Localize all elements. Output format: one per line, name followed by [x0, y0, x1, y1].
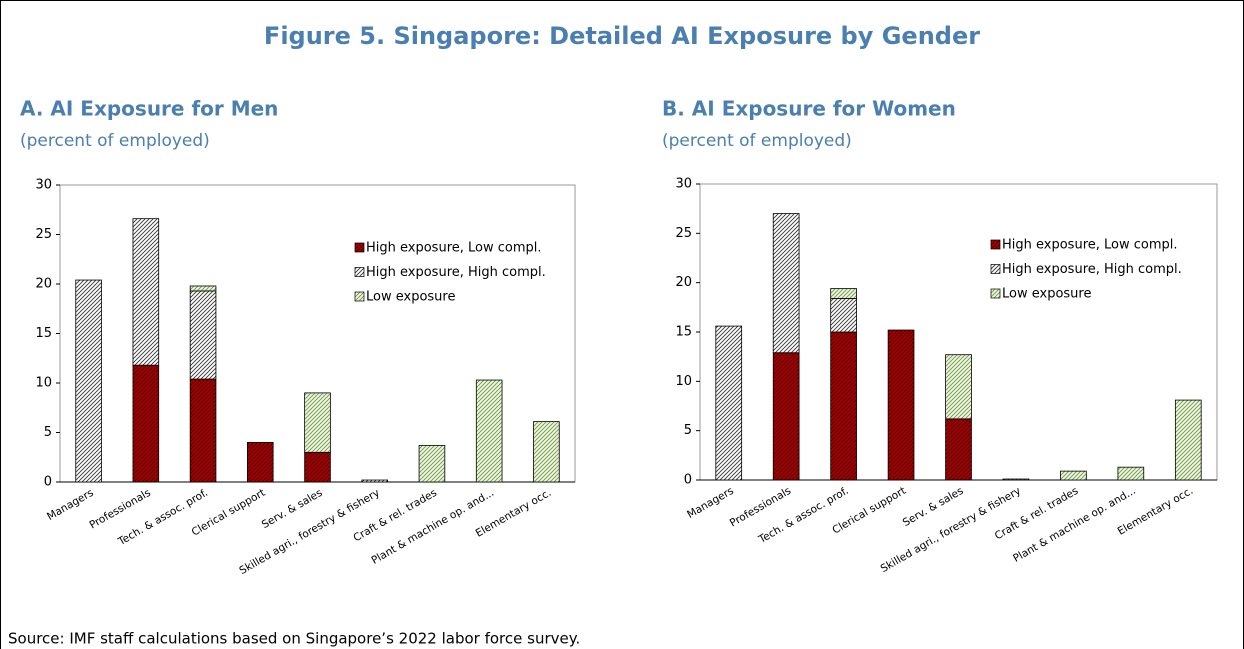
bar-segment — [132, 364, 160, 483]
bar-segment — [1117, 466, 1145, 481]
bar-segment — [533, 421, 560, 483]
legend-label: High exposure, High compl. — [366, 265, 546, 280]
bar-segment — [830, 288, 857, 299]
y-tick-label: 5 — [684, 423, 692, 438]
legend-swatch — [354, 267, 365, 277]
legend-label: Low exposure — [366, 290, 455, 305]
legend-label: High exposure, Low compl. — [1002, 238, 1178, 253]
bar-segment — [475, 379, 503, 483]
y-tick-label: 25 — [35, 227, 52, 242]
bar-segment — [75, 279, 102, 483]
bar-segment — [1002, 478, 1030, 481]
y-tick-label: 25 — [675, 226, 692, 241]
legend-swatch — [990, 239, 1001, 250]
bar-segment — [189, 285, 217, 292]
bar-segment — [830, 298, 857, 333]
bar-segment — [189, 378, 217, 483]
bar-segment — [715, 325, 743, 481]
y-tick-label: 5 — [44, 425, 52, 440]
bar-segment — [189, 290, 217, 380]
panel-title: A. AI Exposure for Men — [20, 97, 278, 121]
legend-swatch — [990, 288, 1001, 299]
bar-segment — [132, 218, 160, 366]
bar-segment — [304, 451, 331, 483]
bar-segment — [304, 392, 331, 453]
bar-segment — [418, 444, 446, 483]
bar-segment — [830, 331, 857, 481]
y-tick-label: 20 — [35, 277, 52, 292]
y-tick-label: 10 — [675, 374, 692, 389]
y-tick-label: 15 — [675, 325, 692, 340]
y-tick-label: 15 — [35, 326, 52, 341]
bar-segment — [945, 354, 972, 420]
legend-label: High exposure, High compl. — [1002, 262, 1182, 277]
bar-segment — [945, 418, 972, 481]
y-tick-label: 20 — [675, 275, 692, 290]
bar-segment — [247, 441, 274, 483]
y-tick-label: 0 — [44, 475, 52, 490]
y-tick-label: 30 — [35, 178, 52, 193]
legend-swatch — [354, 242, 365, 253]
legend-swatch — [990, 264, 1001, 274]
bar-segment — [887, 329, 915, 481]
bar-segment — [772, 213, 800, 354]
bar-segment — [1060, 470, 1087, 481]
y-tick-label: 30 — [675, 177, 692, 192]
bar-segment — [1174, 399, 1202, 481]
y-tick-label: 10 — [35, 376, 52, 391]
bar-segment — [361, 479, 388, 483]
panel-subtitle: (percent of employed) — [662, 131, 852, 151]
panel-title: B. AI Exposure for Women — [662, 97, 956, 121]
legend-label: Low exposure — [1002, 287, 1091, 302]
y-tick-label: 0 — [684, 473, 692, 488]
source-note: Source: IMF staff calculations based on … — [8, 630, 580, 648]
legend-swatch — [354, 291, 365, 302]
figure-title: Figure 5. Singapore: Detailed AI Exposur… — [264, 22, 980, 50]
panel-subtitle: (percent of employed) — [20, 131, 210, 151]
legend-label: High exposure, Low compl. — [366, 241, 542, 256]
bar-segment — [772, 352, 800, 481]
